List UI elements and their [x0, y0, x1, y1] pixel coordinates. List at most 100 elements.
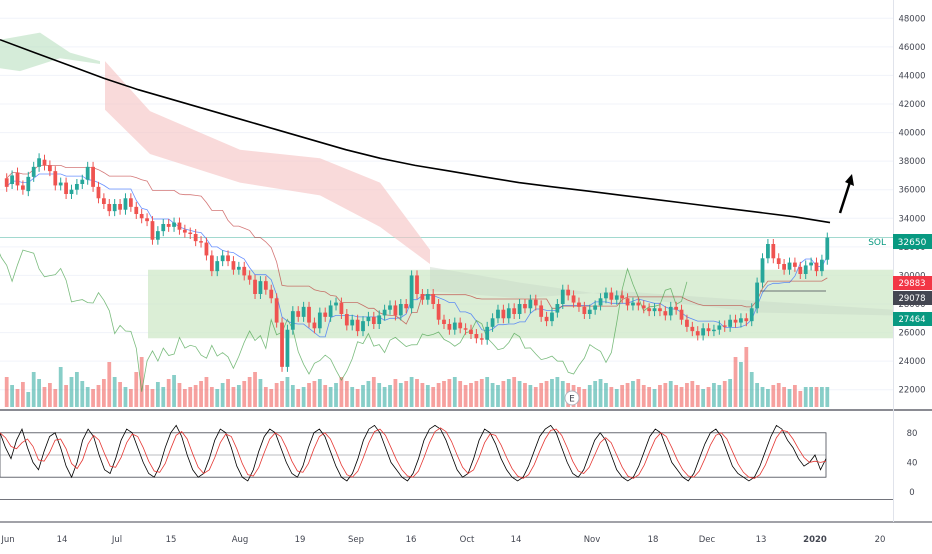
volume-bar [53, 389, 58, 407]
candle-body [193, 234, 198, 242]
candle-body [458, 322, 463, 329]
x-tick-label: 18 [648, 535, 659, 545]
candle-body [523, 304, 527, 309]
x-tick-label: 19 [295, 535, 306, 545]
volume-bar [21, 382, 25, 407]
volume-bar [182, 389, 187, 407]
ichimoku-cloud [0, 32, 893, 316]
volume-bar [263, 387, 268, 407]
volume-bar [296, 389, 301, 407]
candle-body [550, 312, 554, 322]
volume-bar [425, 385, 430, 407]
candle-body [490, 318, 495, 327]
y-tick-label: 22000 [898, 386, 925, 396]
volume-bar [452, 377, 457, 407]
volume-bar [469, 383, 473, 407]
volume-bar [766, 389, 770, 407]
candle-body [771, 244, 776, 259]
volume-bar [420, 383, 425, 407]
candle-body [290, 311, 295, 330]
volume-bar [134, 372, 139, 407]
candle-body [118, 204, 122, 210]
volume-bar [593, 381, 598, 407]
candle-body [820, 259, 824, 272]
candle-body [69, 189, 74, 194]
volume-bar [614, 389, 619, 407]
candle-body [431, 294, 436, 304]
volume-bar [749, 372, 754, 407]
candle-body [528, 299, 533, 309]
volume-bar [690, 381, 695, 407]
candle-body [587, 309, 592, 314]
stoch-tick-label: 80 [907, 429, 918, 439]
candle-body [31, 166, 36, 177]
candle-body [371, 316, 376, 324]
candle-body [393, 305, 398, 316]
volume-bar [717, 385, 722, 407]
last-price-box [893, 234, 932, 249]
price-label-text: 29883 [898, 279, 925, 289]
volume-bar [701, 389, 706, 407]
candle-body [74, 184, 79, 190]
event-label: E [569, 395, 575, 405]
volume-bar [782, 387, 787, 407]
candle-body [107, 204, 112, 212]
volume-bar [307, 383, 311, 407]
candle-body [188, 232, 193, 234]
volume-bar [436, 383, 441, 407]
candle-body [91, 166, 95, 187]
x-tick-label: 15 [166, 535, 177, 545]
volume-bar [209, 387, 214, 407]
candle-body [145, 218, 149, 222]
candle-body [134, 206, 139, 214]
y-tick-label: 40000 [898, 129, 925, 139]
candle-body [366, 316, 371, 322]
event-marker[interactable]: E [564, 390, 580, 406]
volume-bar [344, 381, 349, 407]
stoch-k-line [0, 424, 827, 482]
candle-body [560, 289, 565, 304]
base-line [6, 165, 828, 325]
candle-body [253, 279, 257, 294]
volume-bar [26, 392, 31, 407]
candle-body [755, 282, 760, 309]
volume-bar [550, 379, 554, 407]
candle-body [209, 255, 214, 272]
x-tick-label: Aug [232, 535, 249, 545]
candle-body [26, 176, 31, 192]
volume-bar [760, 387, 765, 407]
volume-bar [47, 383, 52, 407]
volume-bar [582, 389, 587, 407]
volume-bar [42, 387, 47, 407]
candle-body [663, 311, 668, 316]
volume-bar [722, 381, 727, 407]
price-axis: 48000 46000 44000 42000 40000 38000 36000 34000… [760, 14, 932, 396]
candle-body [674, 306, 679, 310]
symbol-label: SOL [868, 238, 886, 248]
candle-body [555, 304, 560, 313]
candle-body [204, 242, 209, 256]
volume-bar [641, 385, 646, 407]
candle-body [226, 255, 230, 262]
volume-bar [409, 377, 414, 407]
x-tick-label: Dec [699, 535, 716, 545]
volume-bar [80, 381, 85, 407]
candle-body [809, 262, 813, 266]
volume-bar [674, 385, 679, 407]
candle-body [377, 315, 382, 324]
candle-body [307, 306, 311, 323]
volume-bar [128, 389, 133, 407]
candle-body [485, 326, 490, 340]
candle-body [598, 298, 603, 306]
candle-body [614, 295, 619, 300]
y-tick-label: 44000 [898, 71, 925, 81]
candle-body [658, 308, 662, 312]
x-tick-label: 20 [875, 535, 886, 545]
volume-bar [350, 387, 355, 407]
volume-bar [636, 379, 641, 407]
volume-bar [512, 377, 517, 407]
volume-bar [658, 385, 662, 407]
volume-bar [539, 383, 544, 407]
x-tick-label: 14 [57, 535, 68, 545]
